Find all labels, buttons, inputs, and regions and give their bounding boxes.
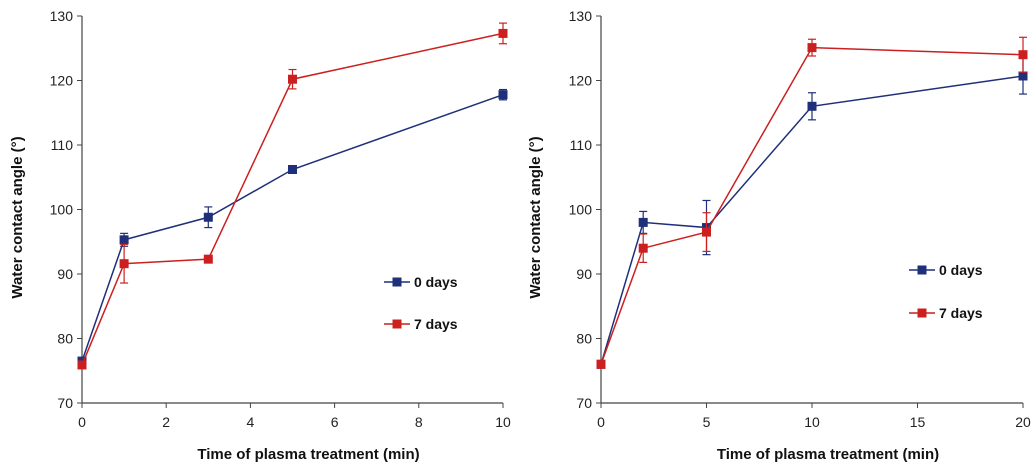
legend-marker <box>917 308 927 318</box>
series-7-days <box>596 36 1028 369</box>
x-tick-label: 4 <box>247 414 255 430</box>
legend-label: 0 days <box>414 274 458 290</box>
x-tick-label: 8 <box>415 414 423 430</box>
legend-item: 0 days <box>384 274 458 290</box>
y-tick-label: 100 <box>50 202 74 218</box>
y-tick-label: 80 <box>576 331 592 347</box>
legend-label: 0 days <box>939 262 983 278</box>
data-point <box>1018 71 1028 81</box>
data-point <box>288 165 297 175</box>
y-tick-label: 120 <box>50 73 74 89</box>
x-axis-title: Time of plasma treatment (min) <box>197 446 419 463</box>
y-tick-label: 80 <box>57 331 73 347</box>
data-point <box>498 28 508 38</box>
data-point <box>638 243 648 253</box>
data-point <box>1018 50 1028 60</box>
y-tick-label: 90 <box>57 266 73 282</box>
x-tick-label: 15 <box>910 414 926 430</box>
legend-label: 7 days <box>414 316 458 332</box>
x-tick-label: 10 <box>495 414 511 430</box>
y-tick-label: 70 <box>57 395 73 411</box>
legend-item: 7 days <box>384 316 458 332</box>
x-tick-label: 5 <box>703 414 711 430</box>
y-tick-label: 110 <box>51 137 74 153</box>
legend-label: 7 days <box>939 305 983 321</box>
y-tick-label: 120 <box>569 73 593 89</box>
x-tick-label: 2 <box>162 414 170 430</box>
series-0-days <box>596 57 1028 369</box>
data-point <box>119 235 129 245</box>
x-tick-label: 20 <box>1015 414 1031 430</box>
y-tick-label: 100 <box>569 202 593 218</box>
data-point <box>702 227 711 237</box>
data-point <box>807 43 817 53</box>
x-tick-label: 10 <box>804 414 820 430</box>
data-point <box>203 212 213 222</box>
y-axis-title: Water contact angle (°) <box>9 136 26 298</box>
legend-marker <box>392 319 402 329</box>
chart-right: 70 80 90 100 110 120 130 0 5 10 15 20 Time of plasma… <box>527 8 1031 463</box>
legend-marker <box>392 277 402 287</box>
series-0-days <box>77 88 508 366</box>
data-point <box>288 74 297 84</box>
data-point <box>203 254 213 264</box>
series-7-days <box>77 22 508 370</box>
x-axis-title: Time of plasma treatment (min) <box>717 446 939 463</box>
data-point <box>807 101 817 111</box>
x-tick-label: 6 <box>331 414 339 430</box>
chart-left: 70 80 90 100 110 120 130 0 2 4 6 8 10 Time of plasma … <box>9 8 511 463</box>
legend-marker <box>917 265 927 275</box>
y-tick-label: 130 <box>569 8 593 24</box>
x-tick-label: 0 <box>78 414 86 430</box>
data-point <box>498 90 508 100</box>
y-tick-label: 70 <box>576 395 592 411</box>
y-axis-title: Water contact angle (°) <box>527 136 544 298</box>
data-point <box>77 360 87 370</box>
y-tick-label: 110 <box>570 137 593 153</box>
legend-item: 7 days <box>909 305 983 321</box>
y-tick-label: 90 <box>576 266 592 282</box>
data-point <box>119 259 129 269</box>
x-tick-label: 0 <box>597 414 605 430</box>
y-tick-label: 130 <box>50 8 74 24</box>
legend-item: 0 days <box>909 262 983 278</box>
data-point <box>638 217 648 227</box>
data-point <box>596 359 606 369</box>
